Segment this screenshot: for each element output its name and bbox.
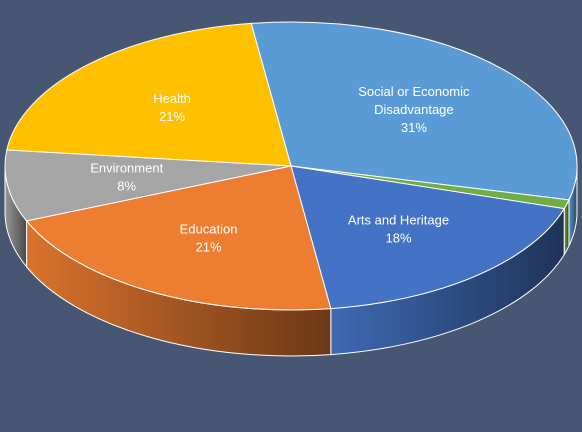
pie-slice-education[interactable] (25, 165, 332, 311)
pie-tops (4, 21, 578, 311)
slice-label-arts-and-heritage: Arts and Heritage 18% (348, 213, 449, 246)
pie-slice-health[interactable] (6, 22, 292, 167)
pie-labels: Social or EconomicDisadvantage31%Other1%… (90, 84, 470, 255)
pie-slice-arts-and-heritage[interactable] (290, 165, 566, 310)
slice-label-environment: Environment 8% (90, 161, 163, 194)
slice-label-education: Education 21% (180, 222, 238, 255)
pie-slice-social-or-economic-disadvantage[interactable] (250, 21, 578, 201)
slice-label-health: Health 21% (153, 91, 191, 124)
pie-slice-environment[interactable] (4, 149, 292, 222)
slice-label-social-or-economic-disadvantage: Social or Economic Disadvantage 31% (358, 84, 470, 135)
